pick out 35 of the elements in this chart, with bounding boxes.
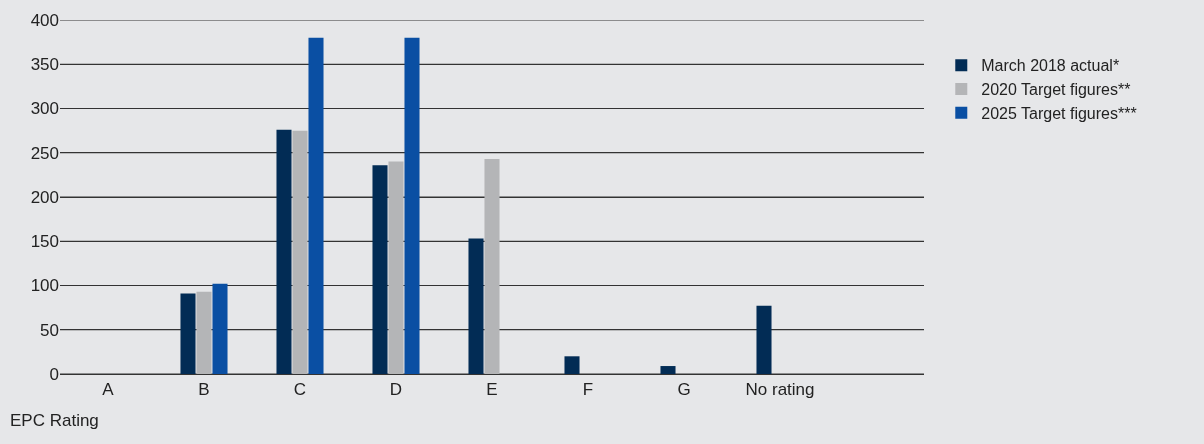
bar xyxy=(276,129,292,374)
y-tick-label: 350 xyxy=(30,55,59,75)
bar xyxy=(196,291,212,374)
bar xyxy=(388,161,404,374)
bar xyxy=(404,37,420,374)
y-tick-label: 100 xyxy=(30,276,59,296)
y-tick-label: 250 xyxy=(30,143,59,163)
x-tick-label: G xyxy=(677,380,691,400)
y-tick-label: 300 xyxy=(30,99,59,119)
x-tick-label: No rating xyxy=(745,380,815,400)
bar xyxy=(468,238,484,374)
bar xyxy=(564,356,580,374)
bar xyxy=(660,366,676,374)
y-tick-label: 400 xyxy=(30,10,59,30)
bar xyxy=(372,165,388,374)
legend-label: 2020 Target figures** xyxy=(981,81,1131,99)
x-axis-title: EPC Rating xyxy=(10,411,99,430)
y-tick-label: 50 xyxy=(40,320,59,340)
bar xyxy=(180,293,196,374)
x-tick-label: C xyxy=(293,380,307,400)
x-tick-label: B xyxy=(198,380,210,400)
bar xyxy=(484,158,500,374)
legend-label: March 2018 actual* xyxy=(981,57,1120,75)
bar xyxy=(292,130,308,374)
bar xyxy=(308,37,324,374)
x-tick-label: F xyxy=(582,380,594,400)
legend-label: 2025 Target figures*** xyxy=(981,105,1137,123)
y-tick-label: 200 xyxy=(30,187,59,207)
x-tick-label: A xyxy=(102,380,115,400)
bar xyxy=(756,305,772,374)
x-tick-label: E xyxy=(486,380,498,400)
x-tick-label: D xyxy=(389,380,403,400)
bar xyxy=(212,283,228,374)
y-tick-label: 150 xyxy=(30,232,59,252)
y-tick-label: 0 xyxy=(49,364,59,384)
